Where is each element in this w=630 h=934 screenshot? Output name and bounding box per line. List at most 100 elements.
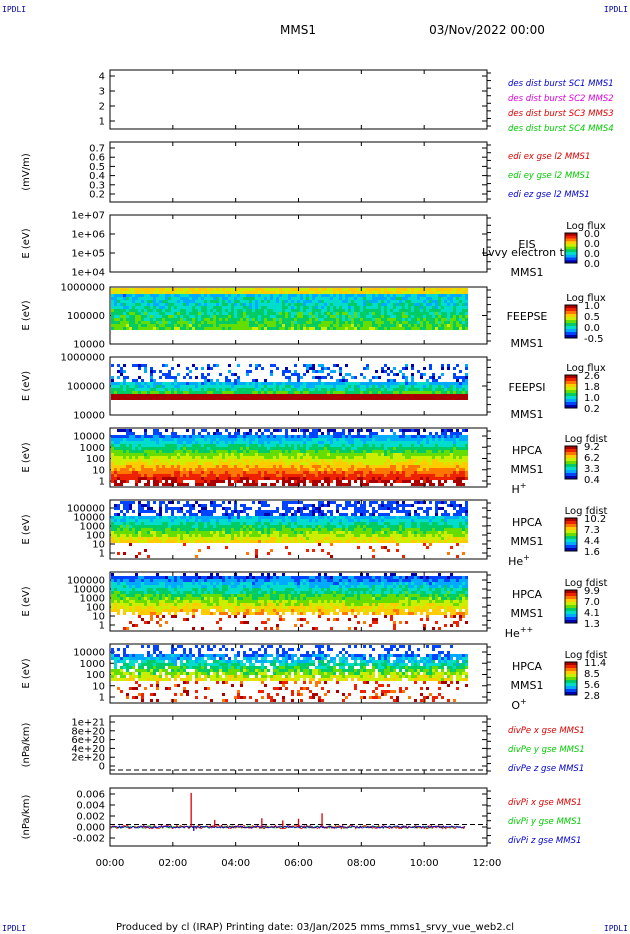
spectrogram-cell <box>405 474 408 477</box>
spectrogram-cell <box>297 465 300 468</box>
spectrogram-cell <box>420 376 423 379</box>
spectrogram-cell <box>120 438 123 441</box>
spectrogram-cell <box>456 288 459 291</box>
spectrogram-cell <box>417 459 420 462</box>
spectrogram-cell <box>297 459 300 462</box>
spectrogram-cell <box>249 483 252 486</box>
spectrogram-cell <box>156 306 159 309</box>
spectrogram-cell <box>201 315 204 318</box>
spectrogram-cell <box>258 397 261 400</box>
spectrogram-cell <box>375 468 378 471</box>
spectrogram-cell <box>306 468 309 471</box>
spectrogram-cell <box>249 462 252 465</box>
spectrogram-cell <box>399 297 402 300</box>
spectrogram-cell <box>327 441 330 444</box>
spectrogram-cell <box>318 447 321 450</box>
spectrogram-cell <box>366 303 369 306</box>
spectrogram-cell <box>189 321 192 324</box>
spectrogram-cell <box>375 438 378 441</box>
spectrogram-cell <box>357 474 360 477</box>
spectrogram-cell <box>354 315 357 318</box>
spectrogram-cell <box>282 303 285 306</box>
spectrogram-cell <box>135 388 138 391</box>
spectrogram-cell <box>414 444 417 447</box>
spectrogram-cell <box>291 435 294 438</box>
spectrogram-cell <box>165 450 168 453</box>
spectrogram-cell <box>177 450 180 453</box>
spectrogram-cell <box>210 318 213 321</box>
spectrogram-cell <box>255 480 258 483</box>
spectrogram-cell <box>396 453 399 456</box>
spectrogram-cell <box>276 438 279 441</box>
spectrogram-cell <box>327 453 330 456</box>
spectrogram-cell <box>402 465 405 468</box>
spectrogram-cell <box>186 435 189 438</box>
spectrogram-cell <box>306 462 309 465</box>
spectrogram-cell <box>417 471 420 474</box>
spectrogram-cell <box>204 288 207 291</box>
spectrogram-cell <box>243 456 246 459</box>
spectrogram-cell <box>390 321 393 324</box>
spectrogram-cell <box>264 300 267 303</box>
spectrogram-cell <box>207 462 210 465</box>
spectrogram-cell <box>348 312 351 315</box>
spectrogram-cell <box>345 394 348 397</box>
spectrogram-cell <box>258 385 261 388</box>
spectrogram-cell <box>330 382 333 385</box>
spectrogram-cell <box>426 318 429 321</box>
spectrogram-cell <box>291 373 294 376</box>
spectrogram-cell <box>261 318 264 321</box>
spectrogram-cell <box>195 477 198 480</box>
spectrogram-cell <box>288 309 291 312</box>
spectrogram-cell <box>159 370 162 373</box>
spectrogram-cell <box>117 327 120 330</box>
spectrogram-cell <box>183 483 186 486</box>
spectrogram-cell <box>153 429 156 432</box>
spectrogram-cell <box>333 294 336 297</box>
spectrogram-cell <box>198 441 201 444</box>
spectrogram-cell <box>132 528 135 531</box>
spectrogram-cell <box>414 477 417 480</box>
spectrogram-cell <box>219 385 222 388</box>
spectrogram-cell <box>231 309 234 312</box>
spectrogram-cell <box>252 324 255 327</box>
spectrogram-cell <box>396 321 399 324</box>
spectrogram-cell <box>408 382 411 385</box>
header-mission: MMS1 <box>280 23 316 37</box>
spectrogram-cell <box>393 318 396 321</box>
spectrogram-cell <box>285 432 288 435</box>
spectrogram-cell <box>330 429 333 432</box>
spectrogram-cell <box>141 324 144 327</box>
spectrogram-cell <box>312 474 315 477</box>
spectrogram-cell <box>345 385 348 388</box>
spectrogram-cell <box>420 441 423 444</box>
spectrogram-cell <box>135 468 138 471</box>
spectrogram-cell <box>249 397 252 400</box>
spectrogram-cell <box>426 300 429 303</box>
spectrogram-cell <box>234 388 237 391</box>
spectrogram-cell <box>348 477 351 480</box>
spectrogram-cell <box>381 318 384 321</box>
spectrogram-cell <box>312 291 315 294</box>
spectrogram-cell <box>138 438 141 441</box>
spectrogram-cell <box>198 327 201 330</box>
spectrogram-cell <box>174 432 177 435</box>
spectrogram-cell <box>426 379 429 382</box>
spectrogram-cell <box>216 456 219 459</box>
spectrogram-cell <box>414 471 417 474</box>
spectrogram-cell <box>285 435 288 438</box>
spectrogram-cell <box>174 480 177 483</box>
spectrogram-cell <box>117 318 120 321</box>
spectrogram-cell <box>351 306 354 309</box>
spectrogram-cell <box>399 429 402 432</box>
spectrogram-cell <box>240 444 243 447</box>
spectrogram-cell <box>324 471 327 474</box>
spectrogram-cell <box>366 480 369 483</box>
spectrogram-cell <box>339 441 342 444</box>
spectrogram-cell <box>399 306 402 309</box>
spectrogram-cell <box>177 438 180 441</box>
spectrogram-cell <box>174 471 177 474</box>
spectrogram-cell <box>174 324 177 327</box>
spectrogram-cell <box>321 394 324 397</box>
spectrogram-cell <box>306 312 309 315</box>
